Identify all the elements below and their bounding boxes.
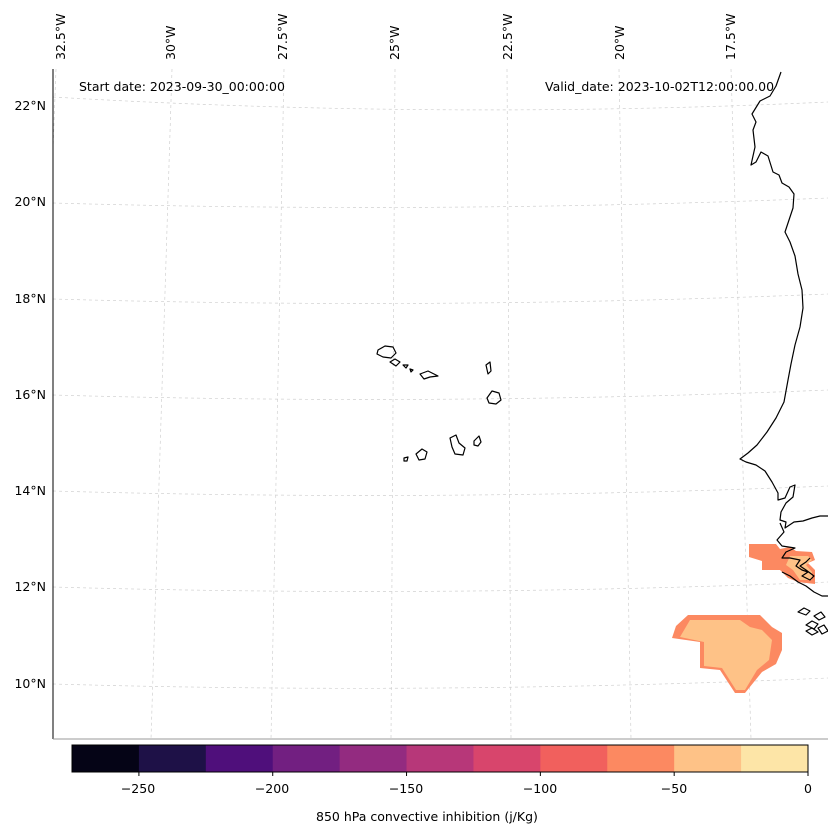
coastline-africa — [739, 71, 828, 529]
lat-label-20n: 20°N — [14, 194, 46, 209]
colorbar-segment — [138, 745, 207, 772]
colorbar-segment — [473, 745, 541, 772]
lat-label-22n: 22°N — [14, 98, 46, 113]
island-raso — [409, 368, 414, 373]
island-boa-vista — [486, 390, 502, 405]
colorbar-tick-m100: −100 — [522, 781, 558, 796]
island-santo-antao — [376, 345, 397, 359]
island-sao-vicente — [389, 358, 401, 367]
colorbar-tick-m250: −250 — [120, 781, 156, 796]
colorbar-segment — [674, 745, 742, 772]
cape-verde-islands — [376, 345, 502, 462]
island-sao-nicolau — [419, 370, 439, 380]
island-santa-luzia — [402, 364, 409, 369]
coastline — [739, 71, 828, 636]
lat-label-14n: 14°N — [14, 483, 46, 498]
lat-label-18n: 18°N — [14, 291, 46, 306]
colorbar-tick-m150: −150 — [388, 781, 424, 796]
valid-date-label: Valid_date: 2023-10-02T12:00:00.00 — [545, 79, 775, 94]
colorbar-segment — [205, 745, 274, 772]
colorbar-segment — [607, 745, 675, 772]
colorbar-tick-m50: −50 — [660, 781, 688, 796]
colorbar-segment — [272, 745, 341, 772]
graticule — [53, 69, 828, 739]
coastline-guinea-bissau — [781, 571, 828, 597]
island-brava — [403, 456, 409, 462]
colorbar-label: 850 hPa convective inhibition (j/Kg) — [316, 809, 538, 824]
colorbar-segment — [741, 745, 809, 772]
colorbar-segment — [406, 745, 474, 772]
island-fogo — [415, 448, 428, 461]
cin-area-guinea-weak — [680, 620, 772, 690]
island-maio — [473, 435, 482, 447]
colorbar-segment — [72, 745, 140, 772]
coastline-gambia-casamance — [776, 522, 815, 581]
coastline-bijagos-1 — [797, 607, 811, 616]
island-sal — [485, 361, 492, 375]
colorbar-tick-0: 0 — [804, 781, 812, 796]
colorbar-border — [71, 744, 809, 773]
colorbar-segment — [540, 745, 608, 772]
coastline-bijagos-3 — [813, 611, 826, 621]
coastline-bijagos-5 — [817, 624, 828, 635]
lat-label-10n: 10°N — [14, 676, 46, 691]
start-date-label: Start date: 2023-09-30_00:00:00 — [79, 79, 285, 94]
colorbar-segment — [339, 745, 408, 772]
lat-label-12n: 12°N — [14, 579, 46, 594]
colorbar-tick-m200: −200 — [254, 781, 290, 796]
coastline-bijagos-4 — [805, 627, 819, 636]
colorbar — [71, 744, 809, 776]
lat-label-16n: 16°N — [14, 387, 46, 402]
island-santiago — [449, 434, 466, 456]
